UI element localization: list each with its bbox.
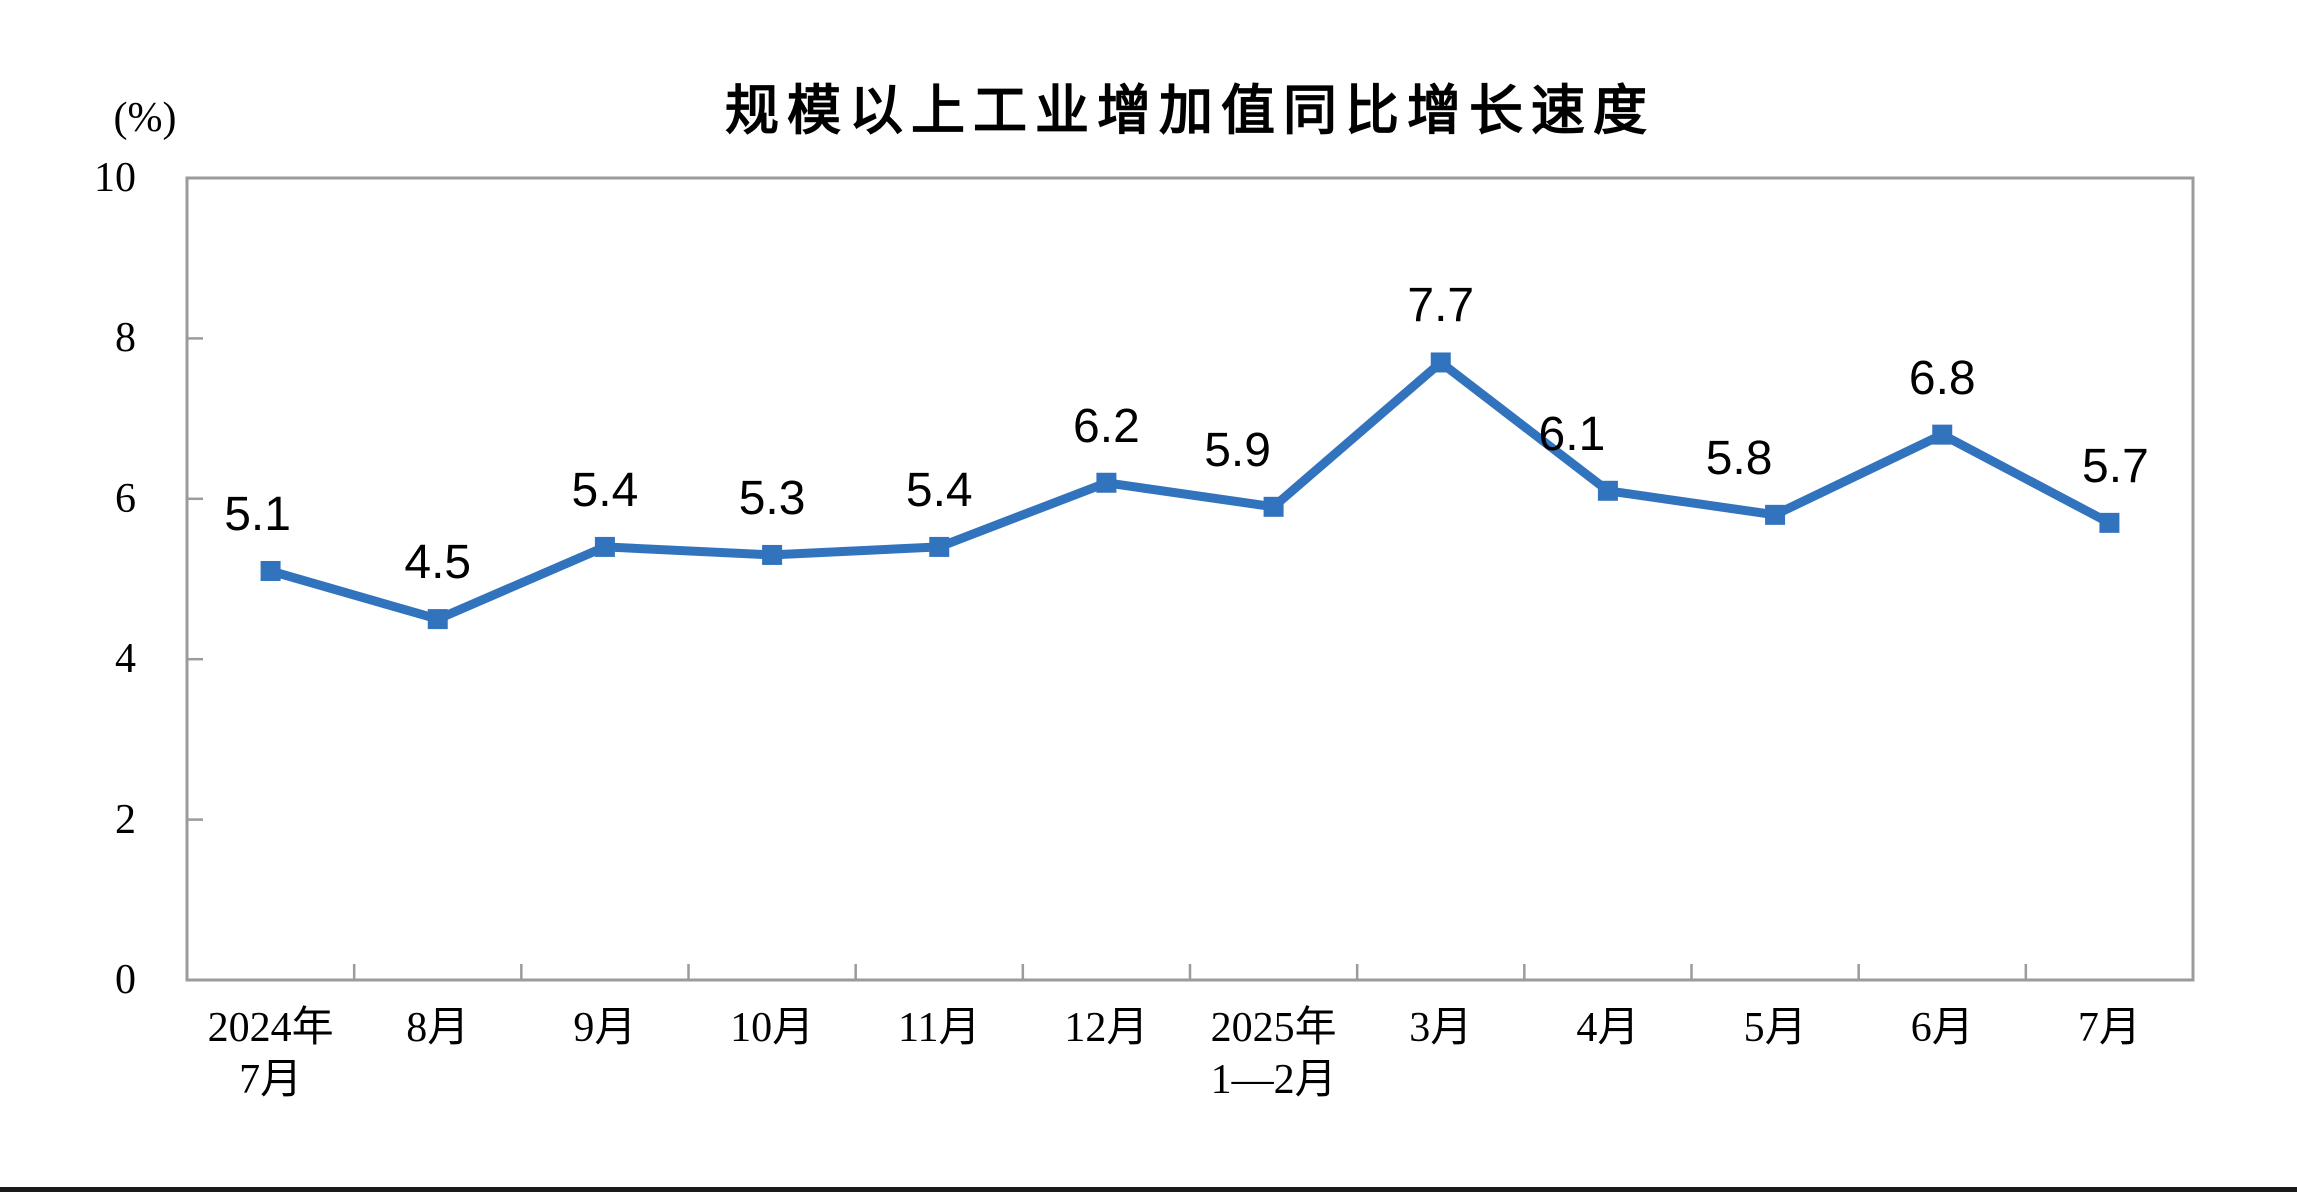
data-label: 5.9	[1204, 423, 1271, 477]
data-label: 5.4	[571, 463, 639, 517]
data-label: 5.8	[1705, 431, 1773, 485]
data-point-marker	[1932, 424, 1953, 445]
data-point-marker	[1430, 352, 1451, 373]
trend-line	[266, 358, 2114, 624]
x-axis-label: 11月	[898, 1005, 981, 1051]
x-axis-label: 12月	[1064, 1005, 1149, 1051]
data-label: 5.4	[905, 463, 973, 517]
x-axis-label: 4月	[1576, 1005, 1640, 1051]
x-axis-label: 9月	[573, 1005, 637, 1051]
data-label: 4.5	[404, 536, 472, 590]
x-axis-label: 8月	[406, 1005, 470, 1051]
data-label: 5.7	[2082, 439, 2149, 493]
data-point-marker	[1597, 480, 1618, 501]
data-label: 6.8	[1908, 351, 1976, 405]
x-axis-label: 2024年 7月	[207, 1005, 334, 1103]
data-label: 7.7	[1407, 279, 1475, 333]
bottom-divider-line	[0, 1187, 2297, 1192]
x-axis-label: 3月	[1409, 1005, 1473, 1051]
chart-title: 规模以上工业增加值同比增长速度	[725, 81, 1655, 141]
data-point-marker	[762, 544, 783, 565]
x-axis-label: 2025年 1—2月	[1210, 1005, 1337, 1103]
y-axis-label: 0	[115, 957, 136, 1003]
data-point-marker	[929, 536, 950, 557]
data-point-marker	[1096, 472, 1117, 493]
data-label: 5.1	[224, 487, 291, 541]
x-axis-label: 6月	[1910, 1005, 1974, 1051]
data-point-marker	[1263, 496, 1284, 517]
y-axis-label: 6	[115, 475, 136, 522]
data-label: 6.2	[1073, 399, 1140, 453]
data-point-marker	[594, 536, 615, 557]
data-point-marker	[2099, 512, 2120, 533]
x-axis-label: 5月	[1743, 1005, 1807, 1051]
y-axis-label: 8	[115, 315, 136, 362]
data-point-marker	[260, 560, 281, 581]
y-axis-unit-label: (%)	[113, 95, 177, 141]
x-axis-label: 10月	[730, 1005, 815, 1051]
data-point-marker	[1765, 504, 1786, 525]
data-label: 5.3	[738, 471, 806, 525]
data-point-marker	[427, 609, 448, 630]
y-axis-label: 2	[115, 796, 136, 843]
x-axis-label: 7月	[2077, 1005, 2141, 1051]
data-label: 6.1	[1538, 407, 1606, 461]
y-axis-label: 10	[94, 155, 136, 201]
y-axis-label: 4	[115, 636, 136, 683]
